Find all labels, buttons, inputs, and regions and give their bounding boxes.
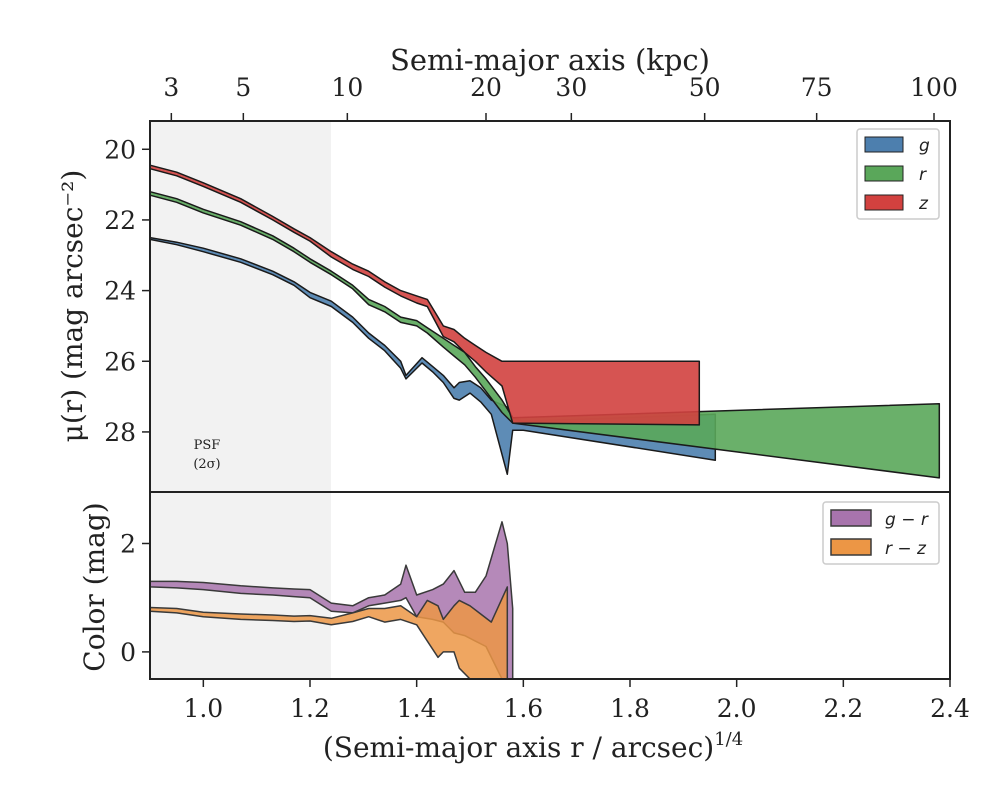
- top-ytick-label: 22: [104, 206, 136, 235]
- top-areas: [149, 164, 941, 479]
- legend-label-r-z: r − z: [885, 539, 927, 559]
- top-kpc-ticks: 3 5 10 20 30 50 75 100: [163, 73, 958, 121]
- kpc-tick-label: 30: [555, 73, 587, 102]
- legend-label-g: g: [919, 136, 930, 156]
- legend-swatch-r-z: [830, 538, 872, 556]
- top-axis-label: Semi-major axis (kpc): [390, 43, 710, 77]
- legend-label-z: z: [918, 194, 929, 214]
- bottom-ytick-label: 0: [120, 638, 136, 667]
- legend-swatch-z: [864, 194, 904, 211]
- bottom-xtick-label: 2.2: [823, 694, 863, 723]
- legend-swatch-r: [864, 165, 904, 182]
- legend-swatch-g: [864, 136, 904, 153]
- bottom-xticks: 1.0 1.2 1.4 1.6 1.8 2.0 2.2 2.4: [183, 679, 970, 723]
- x-axis-label-exponent: 1/4: [714, 729, 743, 750]
- legend-label-r: r: [919, 165, 927, 185]
- bottom-yticks: 02: [120, 529, 150, 667]
- bottom-xtick-label: 1.0: [183, 694, 223, 723]
- kpc-tick-label: 20: [470, 73, 502, 102]
- band-z: [149, 164, 701, 426]
- x-axis-label-text: (Semi-major axis r / arcsec): [323, 731, 714, 764]
- kpc-tick-label: 75: [801, 73, 833, 102]
- bottom-xtick-label: 2.4: [930, 694, 970, 723]
- bottom-xtick-label: 1.2: [290, 694, 330, 723]
- x-axis-label: (Semi-major axis r / arcsec)1/4: [323, 729, 743, 764]
- bottom-xtick-label: 2.0: [717, 694, 757, 723]
- top-ytick-label: 26: [104, 347, 136, 376]
- bottom-ytick-label: 2: [120, 529, 136, 558]
- bottom-y-axis-label: Color (mag): [78, 502, 111, 671]
- bottom-frame: [149, 491, 951, 680]
- top-ytick-label: 24: [104, 277, 136, 306]
- bottom-legend: g − r r − z: [822, 501, 940, 565]
- top-y-axis-label: μ(r) (mag arcsec⁻²): [56, 170, 89, 443]
- bottom-panel: 02 1.0 1.2 1.4 1.6 1.8 2.0 2.2 2.4 Color (mag) …: [78, 491, 970, 764]
- top-ytick-label: 28: [104, 418, 136, 447]
- psf-label-line2: (2σ): [193, 457, 220, 472]
- band-g: [149, 236, 717, 476]
- bottom-xtick-label: 1.6: [503, 694, 543, 723]
- kpc-tick-label: 3: [163, 73, 179, 102]
- top-legend: g r z: [856, 128, 940, 220]
- bottom-xtick-label: 1.4: [397, 694, 437, 723]
- kpc-tick-label: 5: [235, 73, 251, 102]
- psf-label-line1: PSF: [194, 438, 221, 453]
- top-ytick-label: 20: [104, 135, 136, 164]
- top-psf-region: [150, 121, 331, 492]
- legend-label-g-r: g − r: [885, 510, 929, 530]
- top-yticks: 20 22 24 26 28: [104, 135, 150, 447]
- top-panel: 20 22 24 26 28 3 5 10 20 30 50 75 100 PSF (2σ) Semi…: [56, 43, 958, 493]
- kpc-tick-label: 10: [331, 73, 363, 102]
- legend-swatch-g-r: [830, 509, 872, 527]
- bottom-xtick-label: 1.8: [610, 694, 650, 723]
- kpc-tick-label: 50: [689, 73, 721, 102]
- kpc-tick-label: 100: [910, 73, 958, 102]
